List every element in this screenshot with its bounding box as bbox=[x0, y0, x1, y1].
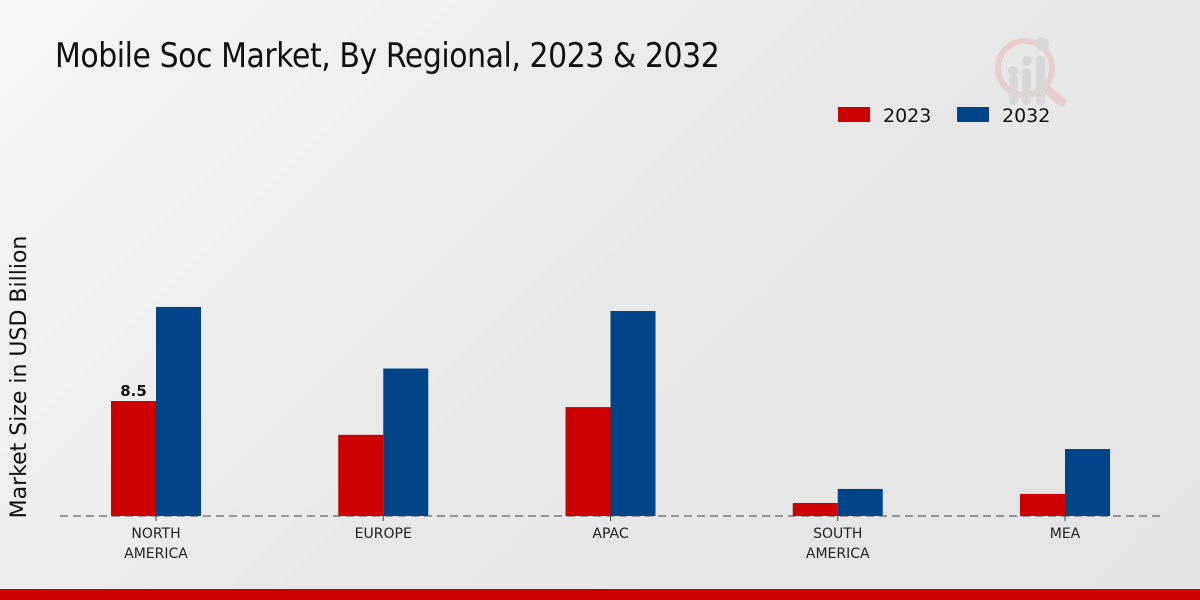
bar-2032-mea bbox=[1065, 449, 1110, 516]
x-tick-label: SOUTH bbox=[813, 526, 862, 542]
legend-label-2023: 2023 bbox=[883, 105, 931, 127]
bar-2032-north-america bbox=[156, 306, 201, 516]
y-axis-label: Market Size in USD Billion bbox=[7, 236, 32, 519]
logo-watermark-icon bbox=[995, 37, 1067, 107]
x-tick-label: EUROPE bbox=[355, 526, 412, 542]
bar-2032-south-america bbox=[837, 488, 883, 516]
chart-title: Mobile Soc Market, By Regional, 2023 & 2… bbox=[55, 36, 720, 76]
bar-2032-europe bbox=[383, 368, 429, 516]
x-tick-label: MEA bbox=[1050, 526, 1081, 542]
x-tick-label: NORTH bbox=[131, 526, 180, 542]
bar-2023-apac bbox=[565, 407, 611, 516]
bar-2023-north-america bbox=[111, 400, 156, 516]
bar-2023-mea bbox=[1020, 493, 1065, 516]
legend-label-2032: 2032 bbox=[1002, 105, 1050, 127]
legend-swatch-2032 bbox=[957, 107, 989, 122]
footer-bar bbox=[0, 589, 1200, 600]
bar-2032-apac bbox=[610, 311, 656, 516]
legend-swatch-2023 bbox=[838, 107, 870, 122]
bar-2023-europe bbox=[338, 434, 384, 516]
data-label: 8.5 bbox=[120, 382, 147, 400]
bar-2023-south-america bbox=[792, 503, 838, 516]
x-tick-label: AMERICA bbox=[806, 546, 870, 562]
x-tick-label: APAC bbox=[592, 526, 628, 542]
x-tick-label: AMERICA bbox=[124, 546, 188, 562]
legend: 2023 2032 bbox=[838, 105, 1050, 127]
